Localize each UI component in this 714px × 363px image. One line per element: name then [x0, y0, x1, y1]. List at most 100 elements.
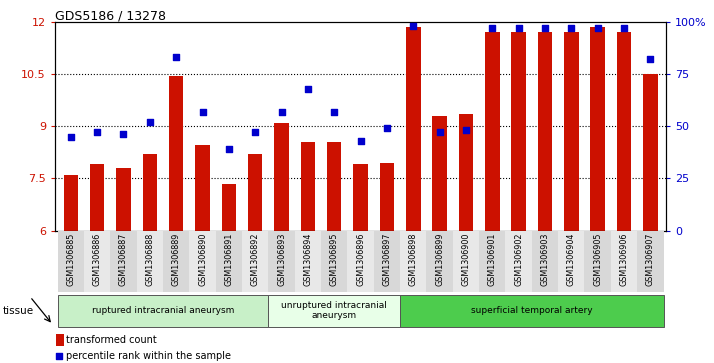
Bar [195, 145, 210, 231]
Point [328, 109, 340, 114]
Bar [321, 231, 348, 292]
Bar [221, 184, 236, 231]
Text: GSM1306887: GSM1306887 [119, 232, 128, 286]
Bar [558, 231, 585, 292]
Text: GSM1306885: GSM1306885 [66, 232, 75, 286]
Point [65, 134, 76, 139]
Point [144, 119, 156, 125]
Bar [136, 231, 163, 292]
Text: GSM1306903: GSM1306903 [540, 232, 550, 286]
Bar [373, 231, 400, 292]
Bar [295, 231, 321, 292]
Text: transformed count: transformed count [66, 335, 157, 344]
Bar [485, 32, 500, 231]
Bar [84, 231, 110, 292]
Point [249, 130, 261, 135]
Bar [143, 154, 157, 231]
Bar [56, 334, 64, 346]
Bar [274, 123, 288, 231]
Bar [400, 231, 426, 292]
Text: GSM1306891: GSM1306891 [224, 232, 233, 286]
Bar [406, 27, 421, 231]
Bar [564, 32, 578, 231]
Bar [400, 295, 663, 327]
Bar [189, 231, 216, 292]
Point [302, 86, 313, 91]
Bar [248, 154, 263, 231]
Text: GSM1306890: GSM1306890 [198, 232, 207, 286]
Bar [426, 231, 453, 292]
Bar [327, 142, 341, 231]
Text: GSM1306898: GSM1306898 [408, 232, 418, 286]
Bar [64, 175, 78, 231]
Bar [169, 76, 183, 231]
Text: GSM1306897: GSM1306897 [383, 232, 391, 286]
Point [565, 25, 577, 31]
Text: percentile rank within the sample: percentile rank within the sample [66, 351, 231, 361]
Bar [116, 168, 131, 231]
Point [223, 146, 235, 152]
Bar [532, 231, 558, 292]
Bar [163, 231, 189, 292]
Point [408, 23, 419, 29]
Text: GSM1306902: GSM1306902 [514, 232, 523, 286]
Text: ruptured intracranial aneurysm: ruptured intracranial aneurysm [92, 306, 234, 315]
Bar [242, 231, 268, 292]
Bar [348, 231, 373, 292]
Bar [511, 32, 526, 231]
Text: GDS5186 / 13278: GDS5186 / 13278 [55, 9, 166, 22]
Point [197, 109, 208, 114]
Text: GSM1306896: GSM1306896 [356, 232, 365, 286]
Bar [506, 231, 532, 292]
Bar [585, 231, 611, 292]
Point [539, 25, 550, 31]
Bar [216, 231, 242, 292]
Text: GSM1306888: GSM1306888 [146, 232, 154, 286]
Point [513, 25, 524, 31]
Text: GSM1306905: GSM1306905 [593, 232, 602, 286]
Point [645, 56, 656, 62]
Bar [90, 164, 104, 231]
Bar [58, 295, 268, 327]
Bar [353, 164, 368, 231]
Bar [433, 116, 447, 231]
Bar [538, 32, 552, 231]
Bar [643, 74, 658, 231]
Bar [617, 32, 631, 231]
Point [618, 25, 630, 31]
Text: GSM1306900: GSM1306900 [461, 232, 471, 286]
Bar [268, 295, 400, 327]
Point [461, 127, 472, 133]
Point [486, 25, 498, 31]
Bar [458, 114, 473, 231]
Point [118, 132, 129, 138]
Bar [380, 163, 394, 231]
Point [53, 353, 64, 359]
Text: tissue: tissue [3, 306, 34, 316]
Bar [453, 231, 479, 292]
Text: GSM1306906: GSM1306906 [620, 232, 628, 286]
Point [91, 130, 103, 135]
Bar [590, 27, 605, 231]
Point [276, 109, 287, 114]
Text: unruptured intracranial
aneurysm: unruptured intracranial aneurysm [281, 301, 387, 321]
Text: GSM1306899: GSM1306899 [435, 232, 444, 286]
Point [171, 54, 182, 60]
Bar [637, 231, 663, 292]
Bar [268, 231, 295, 292]
Bar [110, 231, 136, 292]
Text: GSM1306894: GSM1306894 [303, 232, 313, 286]
Text: GSM1306904: GSM1306904 [567, 232, 575, 286]
Bar [58, 231, 84, 292]
Text: GSM1306892: GSM1306892 [251, 232, 260, 286]
Point [381, 125, 393, 131]
Text: GSM1306901: GSM1306901 [488, 232, 497, 286]
Text: GSM1306895: GSM1306895 [330, 232, 338, 286]
Text: GSM1306886: GSM1306886 [93, 232, 101, 286]
Bar [611, 231, 637, 292]
Text: GSM1306907: GSM1306907 [646, 232, 655, 286]
Text: superficial temporal artery: superficial temporal artery [471, 306, 593, 315]
Point [434, 130, 446, 135]
Point [592, 25, 603, 31]
Point [355, 138, 366, 144]
